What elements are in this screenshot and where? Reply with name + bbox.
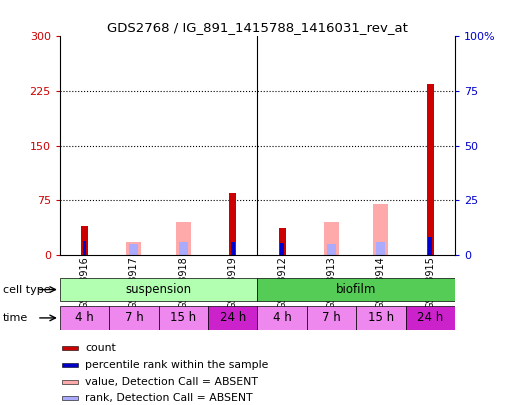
Bar <box>83 241 86 255</box>
Text: 24 h: 24 h <box>219 311 246 324</box>
Bar <box>356 306 406 330</box>
Bar <box>176 222 191 255</box>
Text: 4 h: 4 h <box>272 311 292 324</box>
Text: percentile rank within the sample: percentile rank within the sample <box>85 360 268 370</box>
Bar <box>129 244 138 255</box>
Bar <box>324 222 339 255</box>
Text: count: count <box>85 343 116 353</box>
Bar <box>231 242 235 255</box>
Bar <box>62 346 78 350</box>
Bar <box>406 306 455 330</box>
Bar <box>62 379 78 384</box>
Bar <box>376 242 385 255</box>
Bar <box>373 204 388 255</box>
Title: GDS2768 / IG_891_1415788_1416031_rev_at: GDS2768 / IG_891_1415788_1416031_rev_at <box>107 21 408 34</box>
Bar <box>257 306 307 330</box>
Text: 7 h: 7 h <box>124 311 144 324</box>
Bar <box>280 243 284 255</box>
Bar <box>179 242 188 255</box>
Bar <box>60 306 109 330</box>
Text: value, Detection Call = ABSENT: value, Detection Call = ABSENT <box>85 377 258 387</box>
Bar <box>229 193 236 255</box>
Text: biofilm: biofilm <box>336 283 376 296</box>
Bar <box>307 306 356 330</box>
Text: rank, Detection Call = ABSENT: rank, Detection Call = ABSENT <box>85 393 253 403</box>
Bar <box>159 306 208 330</box>
Bar <box>62 396 78 400</box>
Text: 4 h: 4 h <box>75 311 94 324</box>
Bar <box>62 363 78 367</box>
Text: cell type: cell type <box>3 285 50 294</box>
Text: suspension: suspension <box>125 283 192 296</box>
Text: 15 h: 15 h <box>170 311 197 324</box>
Text: 24 h: 24 h <box>417 311 444 324</box>
Text: 15 h: 15 h <box>368 311 394 324</box>
Bar <box>279 228 285 255</box>
Text: time: time <box>3 313 28 323</box>
Bar <box>109 306 159 330</box>
Bar <box>257 278 455 301</box>
Bar <box>81 226 88 255</box>
Bar <box>126 242 141 255</box>
Text: 7 h: 7 h <box>322 311 341 324</box>
Bar <box>208 306 257 330</box>
Bar <box>60 278 257 301</box>
Bar <box>427 84 434 255</box>
Bar <box>428 237 432 255</box>
Bar <box>327 244 336 255</box>
